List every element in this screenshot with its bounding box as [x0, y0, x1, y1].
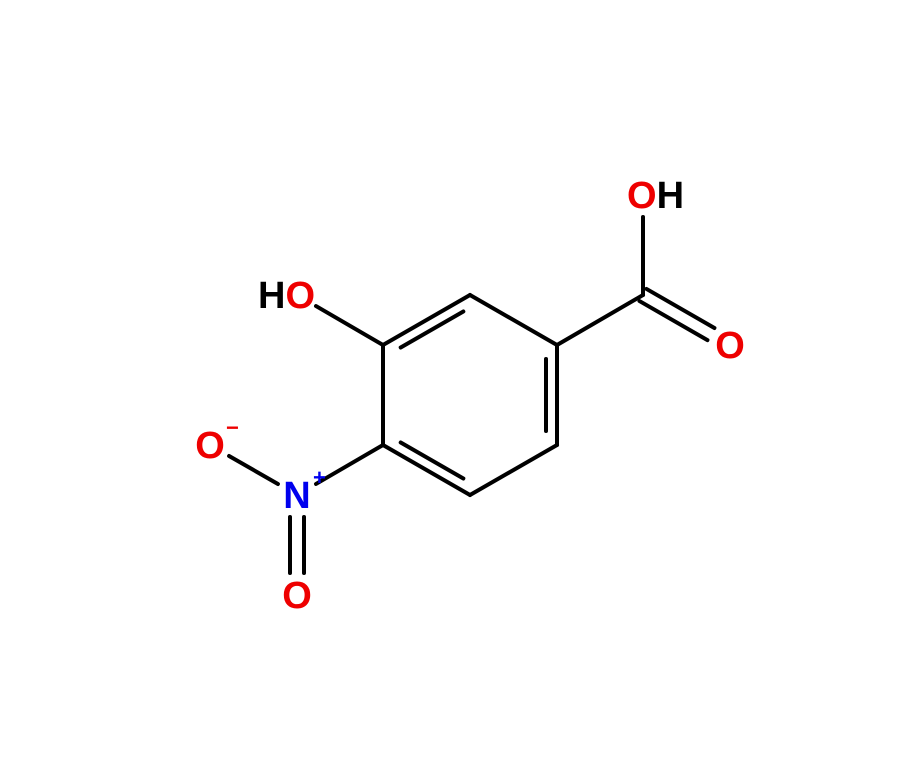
atom-O9: OH [627, 175, 684, 217]
svg-text:O: O [715, 325, 745, 367]
svg-text:−: − [226, 415, 239, 440]
svg-text:OH: OH [627, 175, 684, 217]
svg-text:O: O [282, 575, 312, 617]
svg-text:HO: HO [258, 275, 315, 317]
atom-N11: N+ [283, 465, 326, 517]
svg-text:+: + [313, 465, 326, 490]
svg-text:O: O [195, 425, 225, 467]
svg-text:N: N [283, 475, 310, 517]
atom-O8: O [715, 325, 745, 367]
atom-O10: HO [258, 275, 315, 317]
atom-O12: O [282, 575, 312, 617]
molecule-canvas: OOHHON+OO− [0, 0, 897, 777]
